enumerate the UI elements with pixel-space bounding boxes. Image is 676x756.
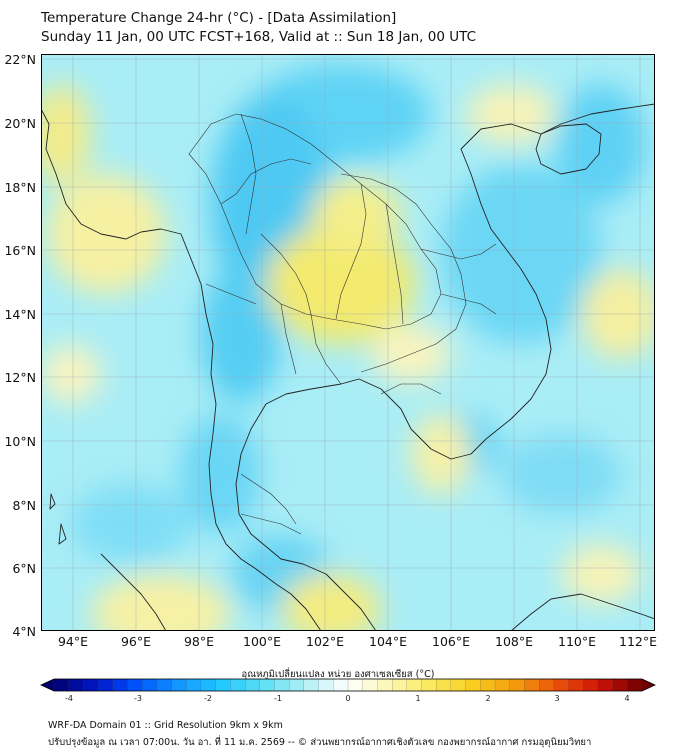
colorbar-tick: 4 — [624, 694, 630, 703]
colorbar-max-arrow — [642, 679, 655, 691]
lon-label: 110°E — [557, 634, 597, 649]
colorbar-segment — [200, 678, 217, 692]
lon-label: 94°E — [57, 634, 89, 649]
colorbar-segment — [68, 678, 85, 692]
colorbar-segment — [568, 678, 584, 692]
lon-label: 98°E — [183, 634, 215, 649]
colorbar-segment — [553, 678, 570, 692]
colorbar-tick: 2 — [485, 694, 491, 703]
colorbar-segment — [392, 678, 408, 692]
colorbar-segment — [53, 678, 70, 692]
colorbar-segment — [142, 678, 158, 692]
colorbar-tick: -1 — [274, 694, 282, 703]
colorbar-segment — [597, 678, 614, 692]
lon-label: 108°E — [494, 634, 534, 649]
lon-label: 100°E — [242, 634, 282, 649]
lat-label: 4°N — [12, 624, 36, 639]
colorbar-segment — [465, 678, 481, 692]
colorbar-segment — [627, 678, 643, 692]
colorbar-segment — [127, 678, 143, 692]
colorbar-segment — [583, 678, 599, 692]
colorbar-segment — [83, 678, 99, 692]
lat-label: 6°N — [12, 561, 36, 576]
colorbar-segment — [421, 678, 437, 692]
lat-label: 14°N — [4, 307, 36, 322]
footer-credit: ปรับปรุงข้อมูล ณ เวลา 07:00น. วัน อา. ที… — [48, 737, 592, 748]
colorbar-tick: -2 — [204, 694, 212, 703]
colorbar-tick: 3 — [554, 694, 560, 703]
colorbar — [40, 678, 656, 692]
colorbar-tick: 0 — [345, 694, 351, 703]
colorbar-segment — [524, 678, 540, 692]
lat-label: 8°N — [12, 498, 36, 513]
colorbar-segment — [186, 678, 202, 692]
lon-label: 96°E — [120, 634, 152, 649]
graticule — [41, 54, 655, 631]
lat-label: 22°N — [4, 52, 36, 67]
map-border — [41, 54, 655, 631]
colorbar-segment — [303, 678, 320, 692]
colorbar-tick: -3 — [134, 694, 142, 703]
colorbar-segment — [171, 678, 187, 692]
lon-label: 112°E — [618, 634, 658, 649]
temperature-change-map — [41, 54, 655, 631]
footer-model-info: WRF-DA Domain 01 :: Grid Resolution 9km … — [48, 720, 283, 731]
lat-label: 20°N — [4, 116, 36, 131]
lat-label: 12°N — [4, 370, 36, 385]
colorbar-segment — [112, 678, 129, 692]
colorbar-segment — [494, 678, 511, 692]
colorbar-min-arrow — [41, 679, 54, 691]
colorbar-segment — [289, 678, 305, 692]
colorbar-segment — [318, 678, 334, 692]
colorbar-title: อุณหภูมิเปลี่ยนแปลง หน่วย องศาเซลเซียส (… — [241, 669, 435, 680]
colorbar-segment — [539, 678, 555, 692]
colorbar-segment — [377, 678, 393, 692]
country-borders — [188, 113, 497, 535]
coastlines — [41, 103, 655, 631]
map-title: Temperature Change 24-hr (°C) - [Data As… — [41, 10, 397, 26]
colorbar-segment — [450, 678, 467, 692]
colorbar-segment — [406, 678, 423, 692]
colorbar-tick: 1 — [415, 694, 421, 703]
colorbar-segment — [347, 678, 364, 692]
colorbar-tick: -4 — [65, 694, 73, 703]
map-subtitle: Sunday 11 Jan, 00 UTC FCST+168, Valid at… — [41, 29, 476, 45]
colorbar-segment — [480, 678, 496, 692]
colorbar-segment — [259, 678, 276, 692]
colorbar-segment — [97, 678, 114, 692]
colorbar-segment — [509, 678, 526, 692]
colorbar-segment — [274, 678, 290, 692]
colorbar-segment — [156, 678, 173, 692]
lon-label: 102°E — [305, 634, 345, 649]
colorbar-segment — [230, 678, 246, 692]
lon-label: 106°E — [431, 634, 471, 649]
lon-label: 104°E — [368, 634, 408, 649]
lat-label: 16°N — [4, 243, 36, 258]
lat-label: 18°N — [4, 180, 36, 195]
lat-label: 10°N — [4, 434, 36, 449]
colorbar-segment — [215, 678, 231, 692]
colorbar-segment — [612, 678, 628, 692]
colorbar-segment — [333, 678, 349, 692]
colorbar-segment — [245, 678, 261, 692]
colorbar-segment — [362, 678, 379, 692]
colorbar-segment — [436, 678, 452, 692]
